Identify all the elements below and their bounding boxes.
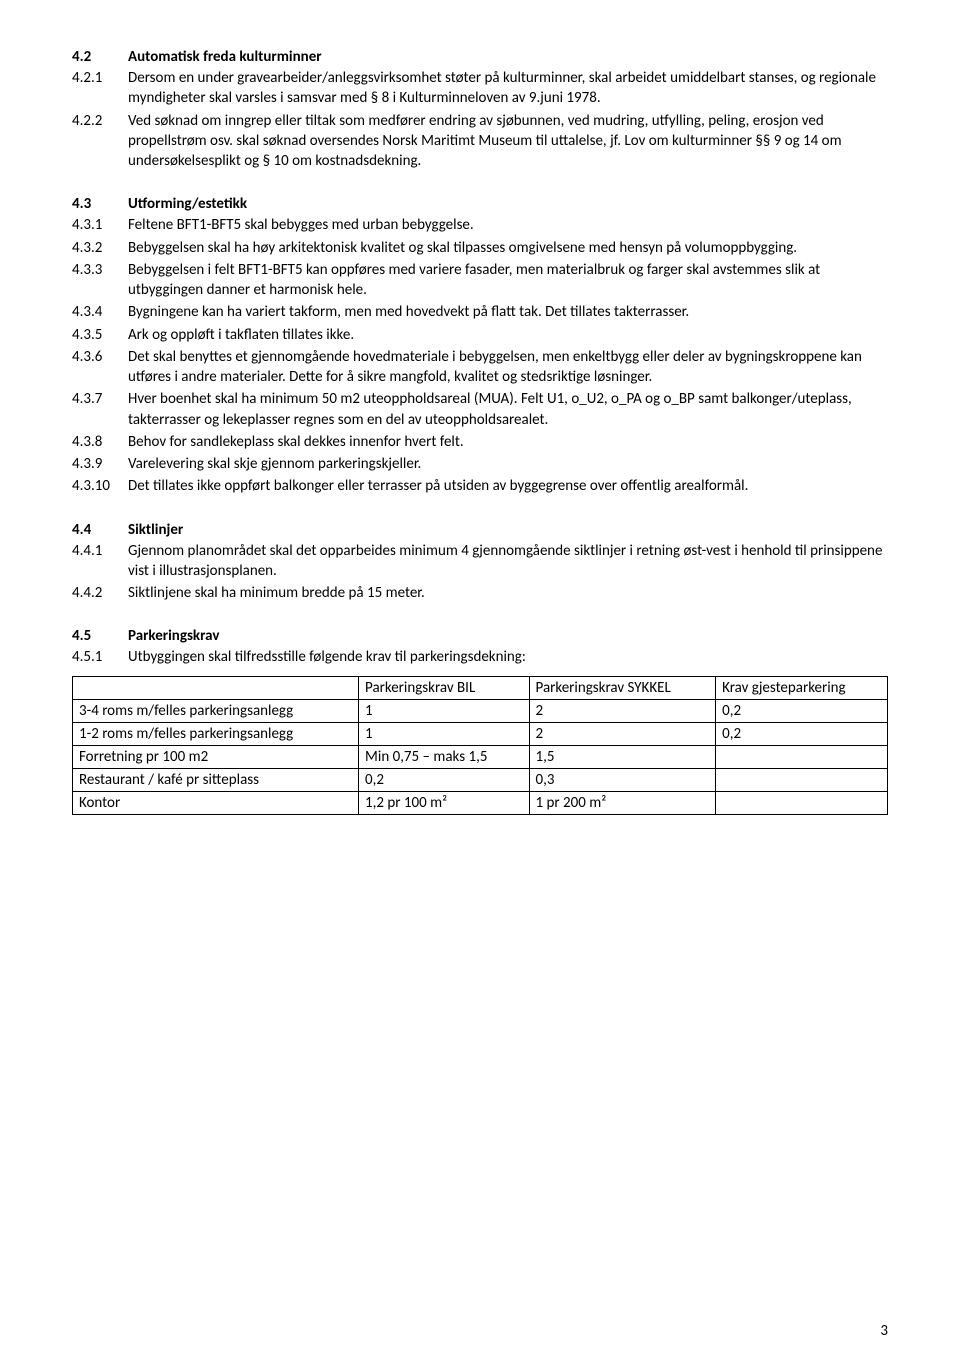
table-cell: 0,2 — [359, 768, 529, 791]
table-cell: 0,2 — [716, 722, 888, 745]
item-text: Bebyggelsen i felt BFT1-BFT5 kan oppføre… — [128, 260, 888, 301]
table-cell: 0,2 — [716, 699, 888, 722]
heading-title: Parkeringskrav — [128, 627, 888, 645]
heading-num: 4.3 — [72, 195, 128, 213]
document-page: 4.2 Automatisk freda kulturminner 4.2.1 … — [0, 0, 960, 1368]
item-num: 4.3.1 — [72, 215, 128, 235]
table-row: Forretning pr 100 m2 Min 0,75 – maks 1,5… — [73, 745, 888, 768]
heading-4-3: 4.3 Utforming/estetikk — [72, 195, 888, 213]
item-text: Varelevering skal skje gjennom parkering… — [128, 454, 888, 474]
item-num: 4.3.3 — [72, 260, 128, 280]
parkeringskrav-table: Parkeringskrav BIL Parkeringskrav SYKKEL… — [72, 676, 888, 815]
item-text: Ved søknad om inngrep eller tiltak som m… — [128, 111, 888, 172]
table-cell: 1,5 — [529, 745, 716, 768]
heading-num: 4.5 — [72, 627, 128, 645]
item-4-3-2: 4.3.2 Bebyggelsen skal ha høy arkitekton… — [72, 238, 888, 258]
table-cell: 1-2 roms m/felles parkeringsanlegg — [73, 722, 359, 745]
item-text: Hver boenhet skal ha minimum 50 m2 uteop… — [128, 389, 888, 430]
item-num: 4.3.4 — [72, 302, 128, 322]
table-cell: Restaurant / kafé pr sitteplass — [73, 768, 359, 791]
table-cell: 1,2 pr 100 m² — [359, 791, 529, 814]
item-num: 4.2.1 — [72, 68, 128, 88]
item-num: 4.4.2 — [72, 583, 128, 603]
heading-num: 4.2 — [72, 48, 128, 66]
table-col-1: Parkeringskrav BIL — [359, 676, 529, 699]
table-row: Kontor 1,2 pr 100 m² 1 pr 200 m² — [73, 791, 888, 814]
table-cell: 1 — [359, 699, 529, 722]
heading-title: Siktlinjer — [128, 521, 888, 539]
table-cell: 3-4 roms m/felles parkeringsanlegg — [73, 699, 359, 722]
section-4-4: 4.4 Siktlinjer 4.4.1 Gjennom planområdet… — [72, 521, 888, 604]
item-text: Siktlinjene skal ha minimum bredde på 15… — [128, 583, 888, 603]
heading-title: Automatisk freda kulturminner — [128, 48, 888, 66]
page-number: 3 — [880, 1322, 888, 1340]
item-4-2-1: 4.2.1 Dersom en under gravearbeider/anle… — [72, 68, 888, 109]
item-num: 4.3.2 — [72, 238, 128, 258]
table-cell: 2 — [529, 722, 716, 745]
item-text: Utbyggingen skal tilfredsstille følgende… — [128, 647, 888, 667]
item-num: 4.3.7 — [72, 389, 128, 409]
item-text: Behov for sandlekeplass skal dekkes inne… — [128, 432, 888, 452]
section-4-5: 4.5 Parkeringskrav 4.5.1 Utbyggingen ska… — [72, 627, 888, 814]
item-4-4-1: 4.4.1 Gjennom planområdet skal det oppar… — [72, 541, 888, 582]
item-4-3-6: 4.3.6 Det skal benyttes et gjennomgående… — [72, 347, 888, 388]
item-4-4-2: 4.4.2 Siktlinjene skal ha minimum bredde… — [72, 583, 888, 603]
section-4-2: 4.2 Automatisk freda kulturminner 4.2.1 … — [72, 48, 888, 171]
heading-4-2: 4.2 Automatisk freda kulturminner — [72, 48, 888, 66]
heading-4-5: 4.5 Parkeringskrav — [72, 627, 888, 645]
table-cell — [716, 768, 888, 791]
item-num: 4.3.10 — [72, 476, 128, 496]
item-text: Gjennom planområdet skal det opparbeides… — [128, 541, 888, 582]
table-col-0 — [73, 676, 359, 699]
item-text: Feltene BFT1-BFT5 skal bebygges med urba… — [128, 215, 888, 235]
table-cell: 0,3 — [529, 768, 716, 791]
item-text: Det tillates ikke oppført balkonger elle… — [128, 476, 888, 496]
section-4-3: 4.3 Utforming/estetikk 4.3.1 Feltene BFT… — [72, 195, 888, 496]
item-text: Ark og oppløft i takflaten tillates ikke… — [128, 325, 888, 345]
table-cell — [716, 791, 888, 814]
item-4-3-10: 4.3.10 Det tillates ikke oppført balkong… — [72, 476, 888, 496]
table-cell: Kontor — [73, 791, 359, 814]
item-num: 4.3.5 — [72, 325, 128, 345]
item-num: 4.2.2 — [72, 111, 128, 131]
item-4-5-1: 4.5.1 Utbyggingen skal tilfredsstille fø… — [72, 647, 888, 667]
item-text: Dersom en under gravearbeider/anleggsvir… — [128, 68, 888, 109]
table-header-row: Parkeringskrav BIL Parkeringskrav SYKKEL… — [73, 676, 888, 699]
item-num: 4.3.9 — [72, 454, 128, 474]
heading-title: Utforming/estetikk — [128, 195, 888, 213]
table-cell: Forretning pr 100 m2 — [73, 745, 359, 768]
table-row: 1-2 roms m/felles parkeringsanlegg 1 2 0… — [73, 722, 888, 745]
table-row: Restaurant / kafé pr sitteplass 0,2 0,3 — [73, 768, 888, 791]
item-num: 4.3.6 — [72, 347, 128, 367]
item-4-3-1: 4.3.1 Feltene BFT1-BFT5 skal bebygges me… — [72, 215, 888, 235]
table-cell: 1 pr 200 m² — [529, 791, 716, 814]
table-cell: 1 — [359, 722, 529, 745]
item-text: Det skal benyttes et gjennomgående hoved… — [128, 347, 888, 388]
table-cell — [716, 745, 888, 768]
item-text: Bebyggelsen skal ha høy arkitektonisk kv… — [128, 238, 888, 258]
table-cell: 2 — [529, 699, 716, 722]
item-num: 4.5.1 — [72, 647, 128, 667]
item-4-3-8: 4.3.8 Behov for sandlekeplass skal dekke… — [72, 432, 888, 452]
table-row: 3-4 roms m/felles parkeringsanlegg 1 2 0… — [73, 699, 888, 722]
table-col-3: Krav gjesteparkering — [716, 676, 888, 699]
item-num: 4.3.8 — [72, 432, 128, 452]
item-4-3-5: 4.3.5 Ark og oppløft i takflaten tillate… — [72, 325, 888, 345]
item-4-3-7: 4.3.7 Hver boenhet skal ha minimum 50 m2… — [72, 389, 888, 430]
item-num: 4.4.1 — [72, 541, 128, 561]
table-cell: Min 0,75 – maks 1,5 — [359, 745, 529, 768]
item-4-3-4: 4.3.4 Bygningene kan ha variert takform,… — [72, 302, 888, 322]
item-4-3-3: 4.3.3 Bebyggelsen i felt BFT1-BFT5 kan o… — [72, 260, 888, 301]
table-col-2: Parkeringskrav SYKKEL — [529, 676, 716, 699]
item-text: Bygningene kan ha variert takform, men m… — [128, 302, 888, 322]
item-4-3-9: 4.3.9 Varelevering skal skje gjennom par… — [72, 454, 888, 474]
item-4-2-2: 4.2.2 Ved søknad om inngrep eller tiltak… — [72, 111, 888, 172]
heading-num: 4.4 — [72, 521, 128, 539]
heading-4-4: 4.4 Siktlinjer — [72, 521, 888, 539]
